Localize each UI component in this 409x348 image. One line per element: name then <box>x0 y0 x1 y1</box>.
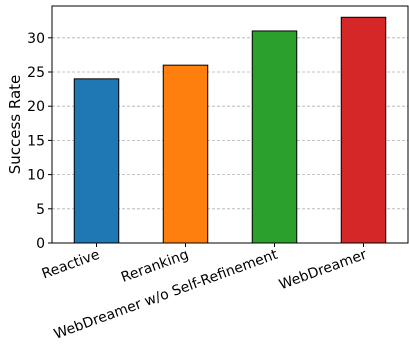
bar-webdreamer <box>340 16 387 244</box>
y-tick-label: 5 <box>36 202 45 218</box>
y-tick-label: 0 <box>36 236 45 252</box>
y-tick-label: 10 <box>27 168 45 184</box>
bar-reranking <box>162 64 209 244</box>
y-tick-label: 15 <box>27 133 45 149</box>
y-tick-label: 25 <box>27 65 45 81</box>
plot-frame <box>51 5 409 244</box>
y-axis-label: Success Rate <box>6 75 24 175</box>
x-tick-label: WebDreamer <box>277 247 369 294</box>
y-tick-label: 20 <box>27 99 45 115</box>
y-axis-ticks: 0 5 10 15 20 25 30 <box>27 31 52 252</box>
x-tick-label: Reactive <box>40 247 102 283</box>
bar-reactive <box>73 78 120 244</box>
y-tick-label: 30 <box>27 31 45 47</box>
bar-webdreamer-w-o-self-refinement <box>251 30 298 244</box>
